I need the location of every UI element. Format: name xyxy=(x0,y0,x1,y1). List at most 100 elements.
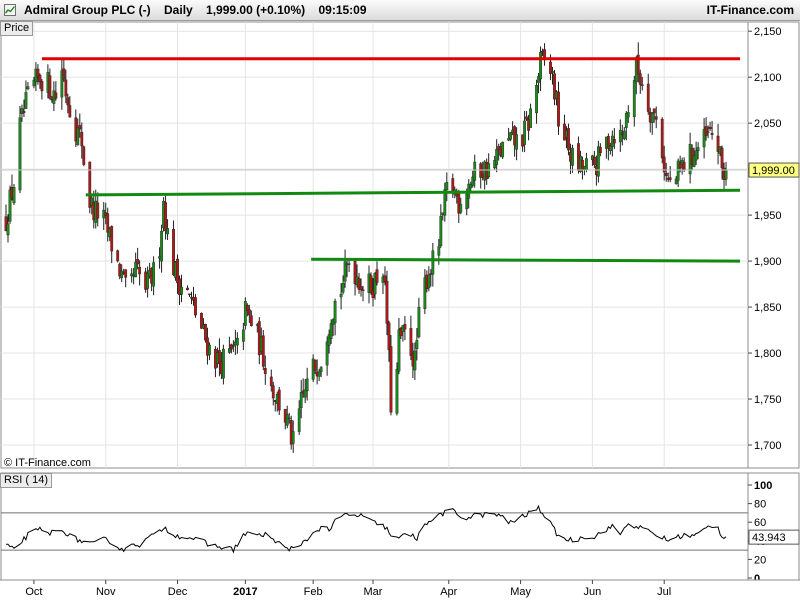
candle-body xyxy=(160,230,163,262)
candle-body xyxy=(269,376,273,387)
x-tick-label: Jun xyxy=(584,586,602,598)
x-tick-label: May xyxy=(510,586,531,598)
candle-up xyxy=(676,158,680,188)
candle-body xyxy=(176,258,179,284)
candle-body xyxy=(706,131,710,133)
candle-body xyxy=(571,147,574,166)
candle-body xyxy=(341,282,345,293)
candle-up xyxy=(624,111,628,141)
candle-body xyxy=(305,378,309,392)
candle-body xyxy=(164,202,167,232)
candle-up xyxy=(166,219,169,241)
candle-up xyxy=(702,117,706,159)
candle-body xyxy=(222,348,225,379)
candle-down xyxy=(176,254,179,294)
support-line-1[interactable] xyxy=(85,188,741,197)
rsi-tick-label: 80 xyxy=(754,499,766,511)
candle-body xyxy=(186,287,189,291)
candle-up xyxy=(152,256,155,296)
candle-down xyxy=(204,323,207,343)
candle-down xyxy=(369,272,373,295)
candle-body xyxy=(359,286,363,291)
candle-body xyxy=(12,187,16,204)
candle-body xyxy=(640,84,644,86)
candle-down xyxy=(654,106,658,129)
candle-body xyxy=(431,250,435,275)
candle-body xyxy=(397,329,401,372)
support-line-2[interactable] xyxy=(311,257,741,263)
candle-down xyxy=(553,69,556,106)
candle-up xyxy=(473,154,477,188)
candle-down xyxy=(277,386,281,416)
candle-up xyxy=(339,283,343,310)
candle-body xyxy=(40,81,44,92)
candle-down xyxy=(68,96,72,118)
quote-time: 09:15:09 xyxy=(318,3,367,17)
candle-down xyxy=(136,247,140,270)
candle-body xyxy=(525,116,528,120)
candle-up xyxy=(373,272,377,300)
candle-body xyxy=(26,86,30,90)
candle-up xyxy=(535,79,538,124)
candle-body xyxy=(152,262,155,287)
candle-body xyxy=(660,118,664,159)
candle-down xyxy=(38,73,42,89)
candle-down xyxy=(138,260,142,286)
candle-body xyxy=(501,141,505,158)
candle-body xyxy=(194,297,197,316)
candle-up xyxy=(459,197,463,215)
candle-body xyxy=(82,146,86,165)
candle-up xyxy=(8,185,12,224)
candle-body xyxy=(638,73,642,85)
candle-up xyxy=(32,76,36,89)
candle-down xyxy=(409,315,413,361)
candle-down xyxy=(646,73,650,115)
candle-down xyxy=(4,204,8,232)
candle-body xyxy=(188,293,191,296)
candle-body xyxy=(285,414,289,426)
candle-down xyxy=(567,123,570,156)
candle-body xyxy=(325,341,329,366)
candle-body xyxy=(395,368,399,414)
candle-down xyxy=(22,99,26,118)
price-plot-area[interactable] xyxy=(0,21,749,469)
rsi-panel[interactable]: 02040608010043.943 xyxy=(0,472,800,585)
candle-down xyxy=(359,278,363,297)
candle-down xyxy=(271,381,275,406)
x-tick-label: Oct xyxy=(25,586,42,598)
price-tick-label: 2,100 xyxy=(754,72,782,84)
candle-down xyxy=(353,259,357,296)
candle-body xyxy=(48,75,52,99)
candle-body xyxy=(383,275,387,282)
candle-down xyxy=(710,120,714,140)
candle-up xyxy=(327,329,331,354)
candle-body xyxy=(116,250,120,262)
candle-body xyxy=(596,146,600,177)
candle-body xyxy=(720,147,724,169)
candle-body xyxy=(243,301,247,326)
candle-up xyxy=(439,204,443,248)
candle-body xyxy=(692,155,696,167)
candle-down xyxy=(200,312,203,329)
candle-body xyxy=(218,350,221,364)
candle-body xyxy=(471,176,475,186)
candle-down xyxy=(40,79,44,100)
candle-body xyxy=(399,328,403,336)
candle-body xyxy=(557,91,560,127)
candle-up xyxy=(551,67,554,85)
rsi-tick-label: 60 xyxy=(754,517,766,529)
rsi-plot-area[interactable] xyxy=(0,472,749,581)
candle-body xyxy=(54,92,58,99)
candle-body xyxy=(465,193,469,210)
price-panel[interactable]: 1,7001,7501,8001,8501,9001,9502,0002,050… xyxy=(0,21,800,469)
candle-body xyxy=(696,147,700,152)
candle-body xyxy=(68,105,72,118)
candle-down xyxy=(82,145,86,167)
candle-body xyxy=(624,113,628,128)
candle-up xyxy=(291,420,295,453)
candle-up xyxy=(431,242,435,287)
candle-body xyxy=(235,337,239,346)
candle-up xyxy=(696,142,700,160)
candle-body xyxy=(646,83,650,112)
